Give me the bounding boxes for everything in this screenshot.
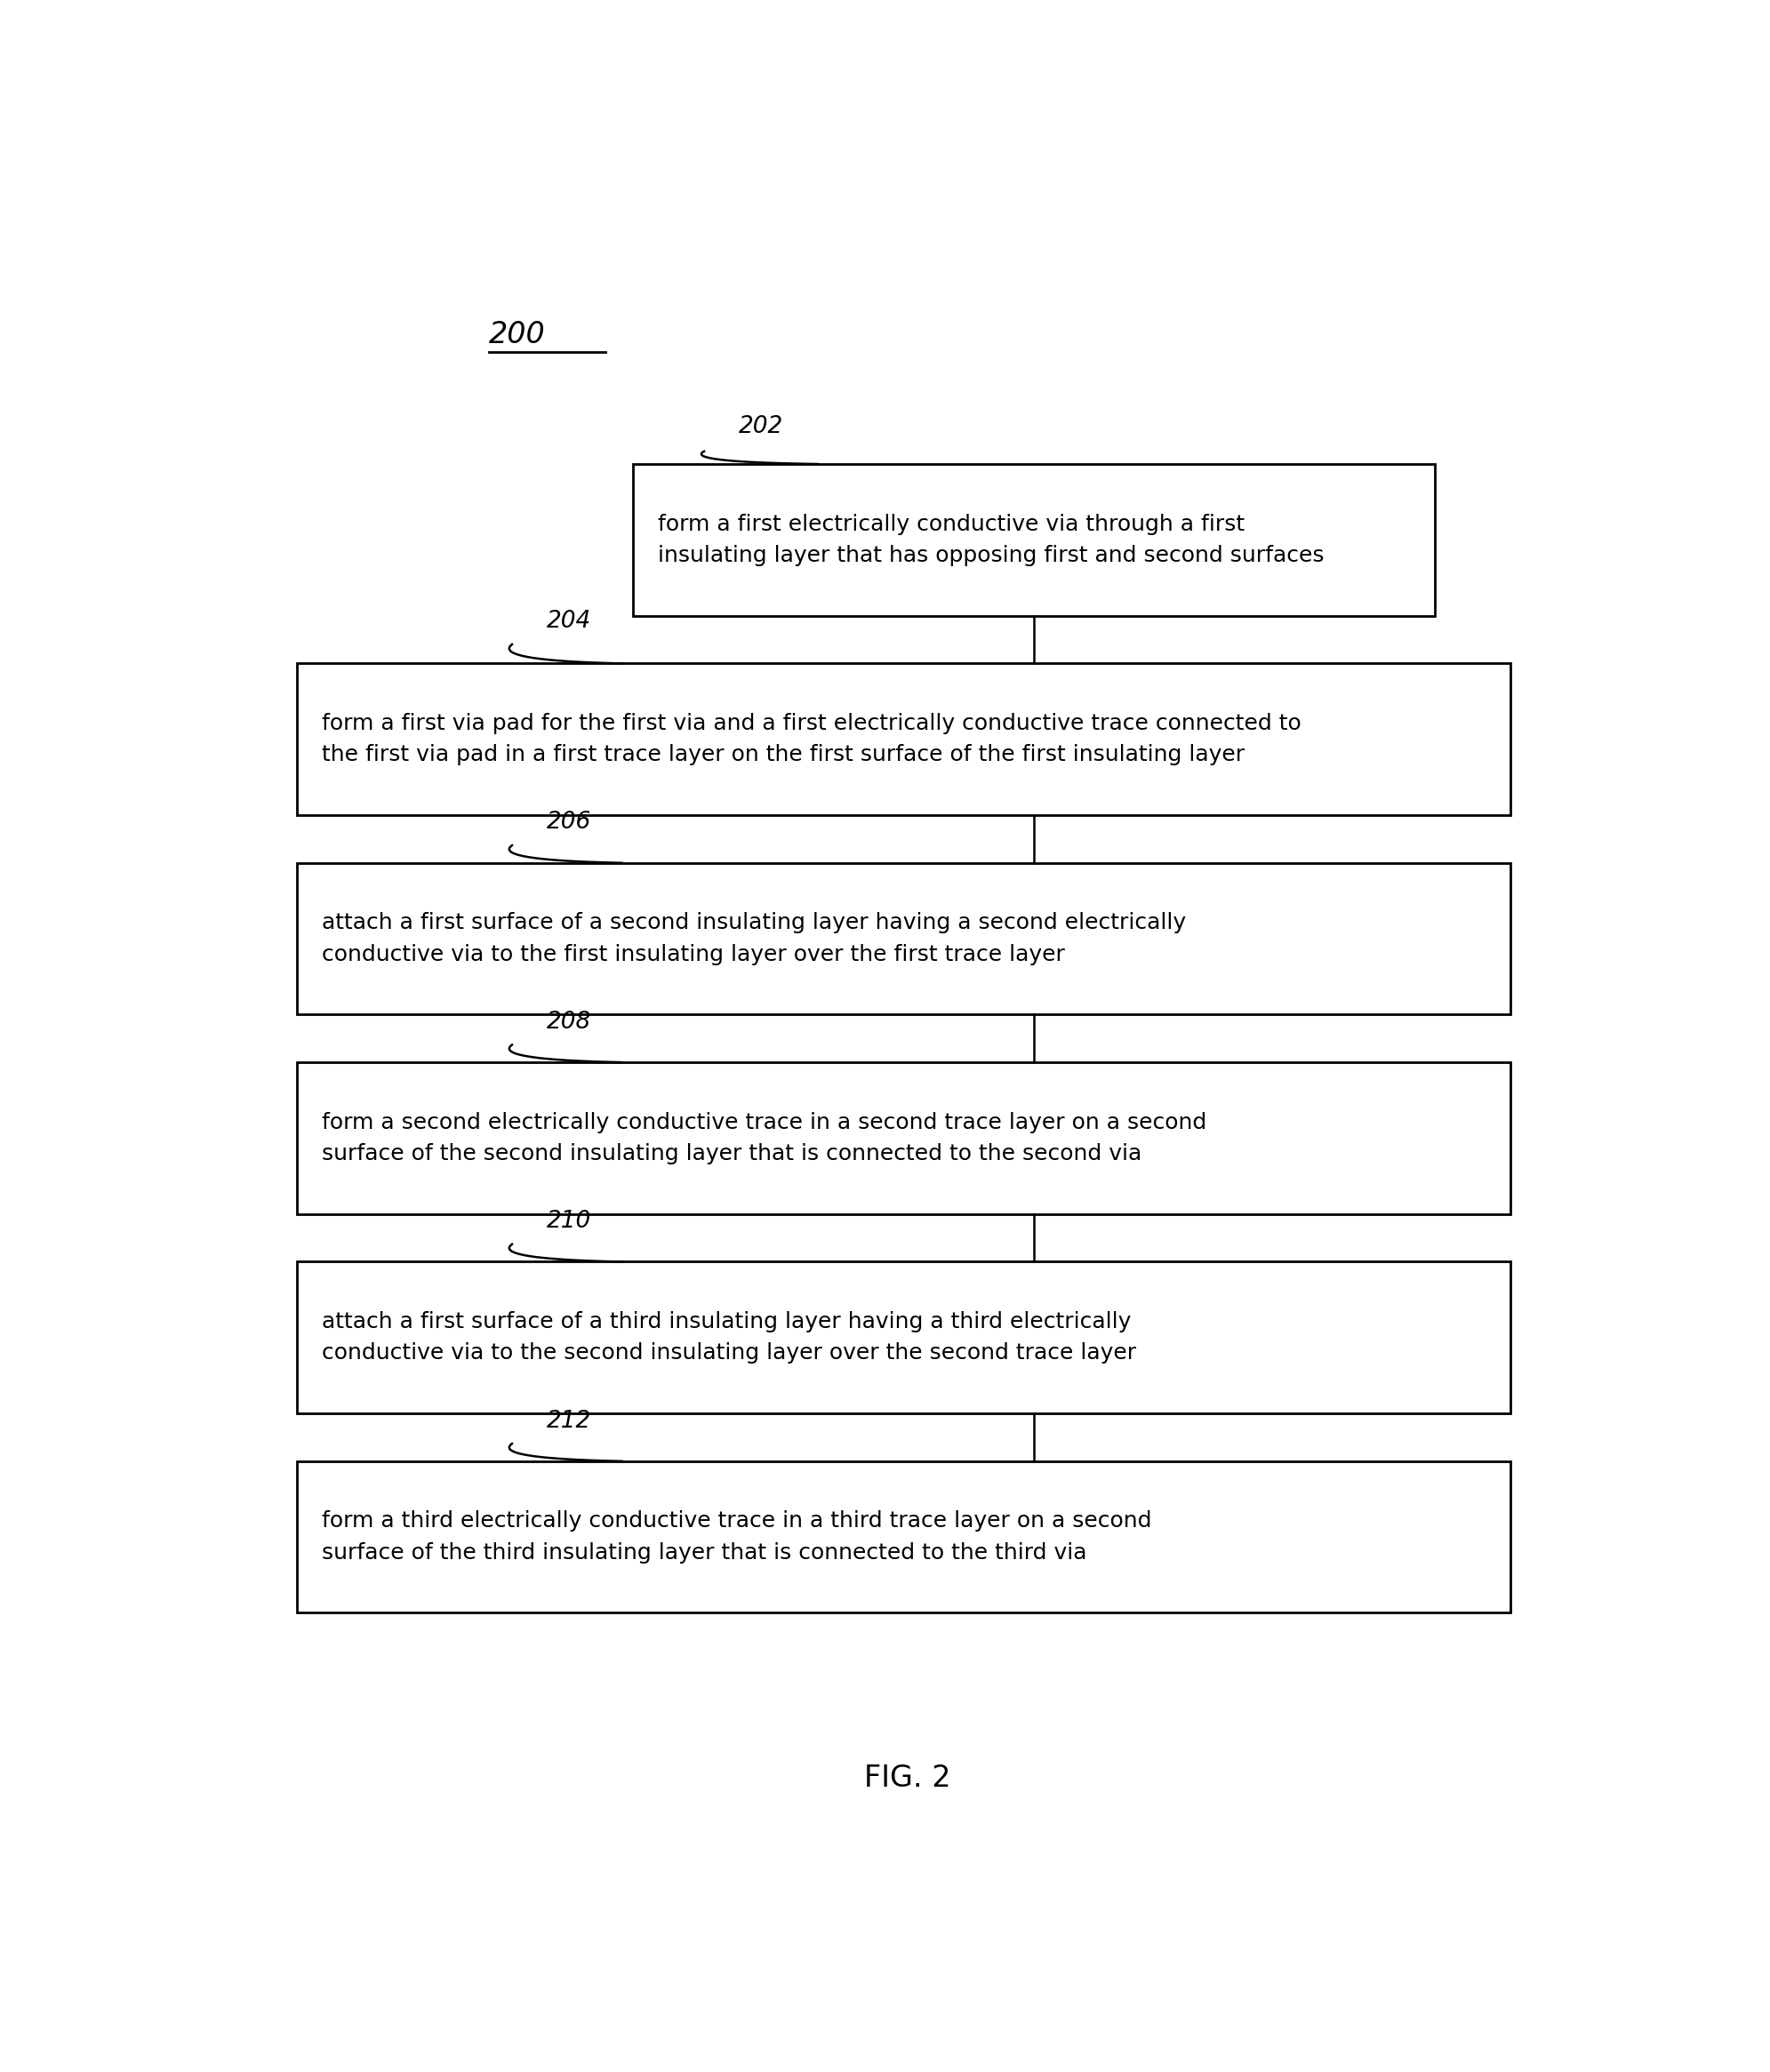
- Text: 202: 202: [738, 414, 782, 439]
- Text: 206: 206: [547, 810, 591, 835]
- Bar: [634, 464, 1435, 615]
- Text: FIG. 2: FIG. 2: [864, 1763, 950, 1792]
- Bar: [297, 1262, 1512, 1413]
- Text: form a first via pad for the first via and a first electrically conductive trace: form a first via pad for the first via a…: [322, 713, 1301, 767]
- Text: attach a first surface of a second insulating layer having a second electrically: attach a first surface of a second insul…: [322, 912, 1186, 966]
- Text: 208: 208: [547, 1011, 591, 1034]
- Text: form a second electrically conductive trace in a second trace layer on a second
: form a second electrically conductive tr…: [322, 1113, 1205, 1164]
- Text: 210: 210: [547, 1210, 591, 1233]
- Text: 212: 212: [547, 1409, 591, 1432]
- Bar: [297, 663, 1512, 814]
- Text: form a third electrically conductive trace in a third trace layer on a second
su: form a third electrically conductive tra…: [322, 1510, 1151, 1564]
- Bar: [297, 1063, 1512, 1214]
- Text: form a first electrically conductive via through a first
insulating layer that h: form a first electrically conductive via…: [657, 514, 1324, 566]
- Text: 200: 200: [489, 321, 545, 350]
- Text: 204: 204: [547, 609, 591, 634]
- Text: attach a first surface of a third insulating layer having a third electrically
c: attach a first surface of a third insula…: [322, 1312, 1136, 1363]
- Bar: [297, 862, 1512, 1015]
- Bar: [297, 1461, 1512, 1612]
